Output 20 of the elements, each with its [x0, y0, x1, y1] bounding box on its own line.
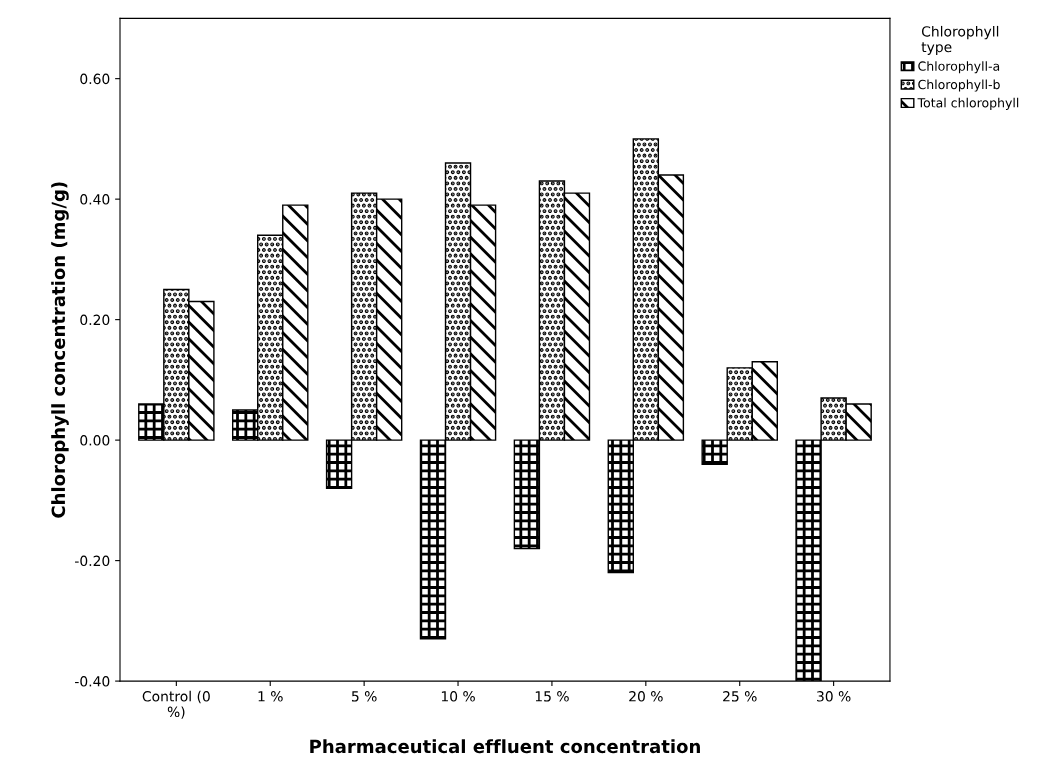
y-tick-label: 0.20	[80, 314, 110, 326]
legend-label: Chlorophyll-b	[918, 79, 1000, 92]
y-axis-title: Chlorophyll concentration (mg/g)	[51, 182, 69, 518]
x-tick-label: 30 %	[817, 691, 851, 702]
legend-label: Total chlorophyll	[917, 97, 1019, 110]
x-tick-label: 15 %	[535, 691, 569, 702]
x-tick-label: Control (0 %)	[142, 690, 210, 719]
x-tick-label: 25 %	[723, 691, 757, 702]
y-tick-label: 0.00	[80, 435, 110, 446]
y-tick-label: 0.40	[80, 194, 110, 205]
x-tick-label: 20 %	[629, 691, 663, 702]
legend-title: Chlorophyll type	[921, 25, 999, 55]
legend-label: Chlorophyll-a	[918, 61, 1000, 74]
x-tick-label: 10 %	[441, 691, 475, 702]
x-axis-title: Pharmaceutical effluent concentration	[310, 739, 700, 754]
y-tick-label: 0.60	[80, 73, 110, 85]
y-tick-label: -0.40	[75, 676, 110, 687]
y-tick-label: -0.20	[75, 555, 110, 567]
x-tick-label: 5 %	[351, 691, 377, 702]
x-tick-label: 1 %	[258, 691, 283, 702]
